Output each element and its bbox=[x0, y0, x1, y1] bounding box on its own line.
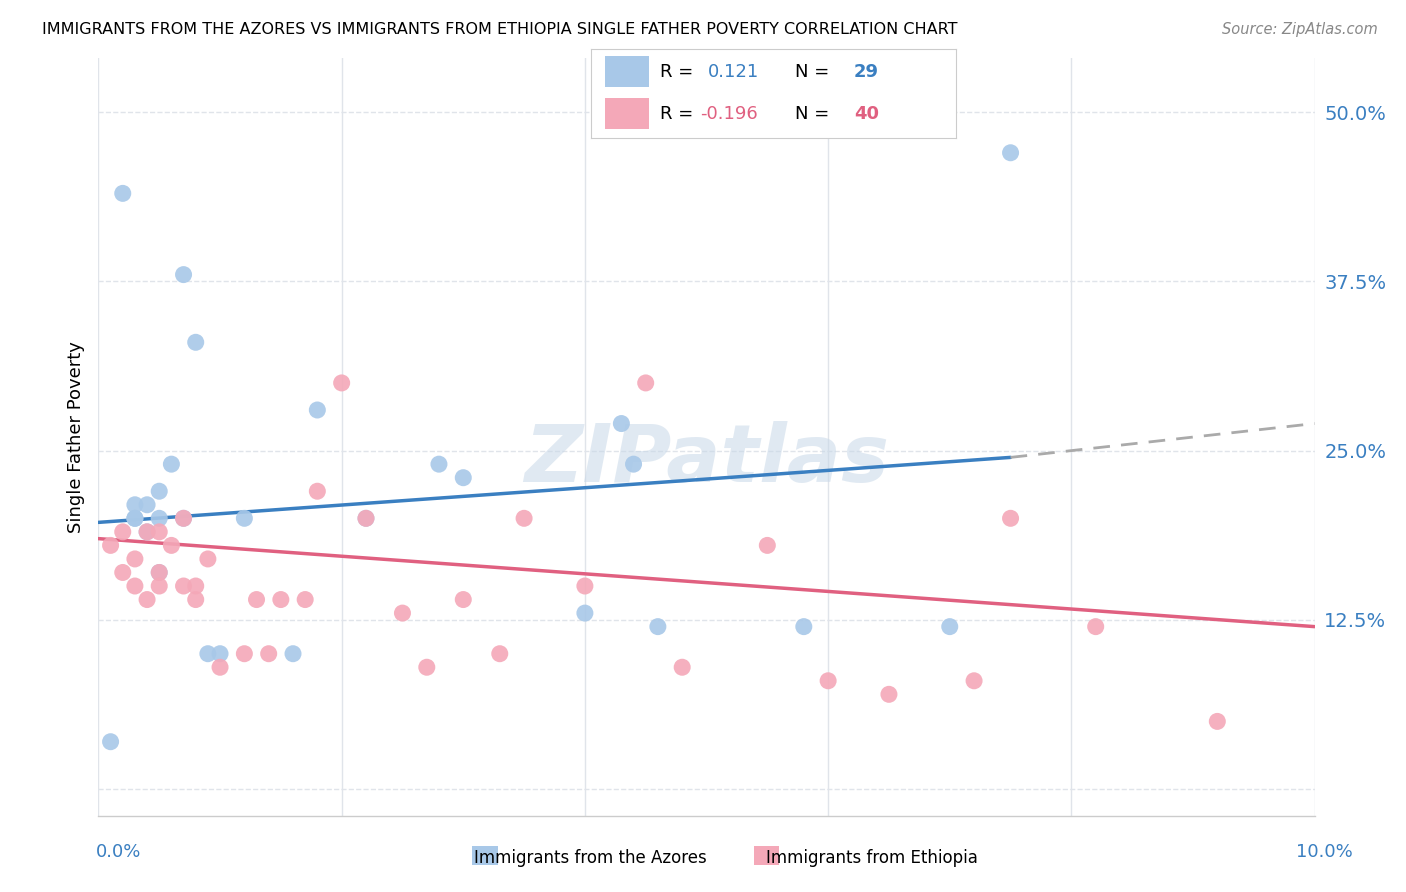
Point bbox=[173, 511, 195, 525]
Point bbox=[197, 552, 219, 566]
Point bbox=[124, 579, 146, 593]
Point bbox=[330, 376, 353, 390]
Point bbox=[671, 660, 693, 674]
Point bbox=[574, 579, 596, 593]
Text: 40: 40 bbox=[853, 104, 879, 123]
Point bbox=[294, 592, 316, 607]
Text: 0.0%: 0.0% bbox=[96, 843, 141, 861]
Point bbox=[148, 511, 170, 525]
Point bbox=[610, 417, 633, 431]
Point bbox=[124, 511, 146, 525]
Y-axis label: Single Father Poverty: Single Father Poverty bbox=[66, 341, 84, 533]
Point bbox=[270, 592, 292, 607]
Point bbox=[245, 592, 267, 607]
Point bbox=[1206, 714, 1229, 729]
Point bbox=[307, 403, 329, 417]
Text: Immigrants from the Azores: Immigrants from the Azores bbox=[474, 849, 707, 867]
Point bbox=[307, 484, 329, 499]
Point bbox=[100, 538, 122, 552]
Point bbox=[963, 673, 986, 688]
Point bbox=[148, 579, 170, 593]
Point bbox=[197, 647, 219, 661]
Point bbox=[136, 524, 159, 539]
Text: ZIPatlas: ZIPatlas bbox=[524, 421, 889, 499]
Text: Immigrants from Ethiopia: Immigrants from Ethiopia bbox=[766, 849, 977, 867]
Point bbox=[756, 538, 779, 552]
Point bbox=[391, 606, 413, 620]
Point bbox=[647, 619, 669, 633]
Text: 29: 29 bbox=[853, 62, 879, 81]
Point bbox=[111, 186, 134, 201]
Point bbox=[111, 566, 134, 580]
Point bbox=[427, 457, 450, 471]
Point bbox=[148, 524, 170, 539]
Point bbox=[416, 660, 439, 674]
Point bbox=[1000, 511, 1022, 525]
Point bbox=[184, 592, 207, 607]
Text: 10.0%: 10.0% bbox=[1296, 843, 1353, 861]
Point bbox=[281, 647, 304, 661]
Point bbox=[513, 511, 536, 525]
Point bbox=[354, 511, 377, 525]
Point bbox=[136, 524, 159, 539]
Point bbox=[488, 647, 510, 661]
Text: R =: R = bbox=[659, 62, 693, 81]
Point bbox=[453, 471, 475, 485]
Point bbox=[817, 673, 839, 688]
Point bbox=[136, 592, 159, 607]
Point bbox=[209, 647, 232, 661]
Point bbox=[136, 498, 159, 512]
Point bbox=[124, 552, 146, 566]
Text: N =: N = bbox=[796, 62, 830, 81]
Text: Source: ZipAtlas.com: Source: ZipAtlas.com bbox=[1222, 22, 1378, 37]
Point bbox=[453, 592, 475, 607]
Point bbox=[634, 376, 657, 390]
Text: N =: N = bbox=[796, 104, 830, 123]
Point bbox=[111, 524, 134, 539]
Point bbox=[160, 538, 183, 552]
Point bbox=[160, 457, 183, 471]
Point bbox=[623, 457, 645, 471]
Point bbox=[939, 619, 962, 633]
Point bbox=[148, 484, 170, 499]
Point bbox=[354, 511, 377, 525]
Point bbox=[124, 511, 146, 525]
Point bbox=[148, 566, 170, 580]
Point bbox=[100, 735, 122, 749]
Point bbox=[793, 619, 815, 633]
Point bbox=[173, 579, 195, 593]
Point bbox=[233, 511, 256, 525]
Point bbox=[148, 566, 170, 580]
Text: IMMIGRANTS FROM THE AZORES VS IMMIGRANTS FROM ETHIOPIA SINGLE FATHER POVERTY COR: IMMIGRANTS FROM THE AZORES VS IMMIGRANTS… bbox=[42, 22, 957, 37]
Text: R =: R = bbox=[659, 104, 693, 123]
Point bbox=[184, 579, 207, 593]
Point bbox=[209, 660, 232, 674]
Point bbox=[877, 687, 900, 701]
Point bbox=[1084, 619, 1107, 633]
Point bbox=[184, 335, 207, 350]
Point bbox=[257, 647, 280, 661]
Bar bbox=[605, 98, 650, 129]
Point bbox=[233, 647, 256, 661]
Bar bbox=[605, 56, 650, 87]
Point bbox=[124, 498, 146, 512]
Point bbox=[173, 268, 195, 282]
Text: -0.196: -0.196 bbox=[700, 104, 758, 123]
Point bbox=[574, 606, 596, 620]
Point bbox=[1000, 145, 1022, 160]
Text: 0.121: 0.121 bbox=[707, 62, 759, 81]
Point bbox=[173, 511, 195, 525]
